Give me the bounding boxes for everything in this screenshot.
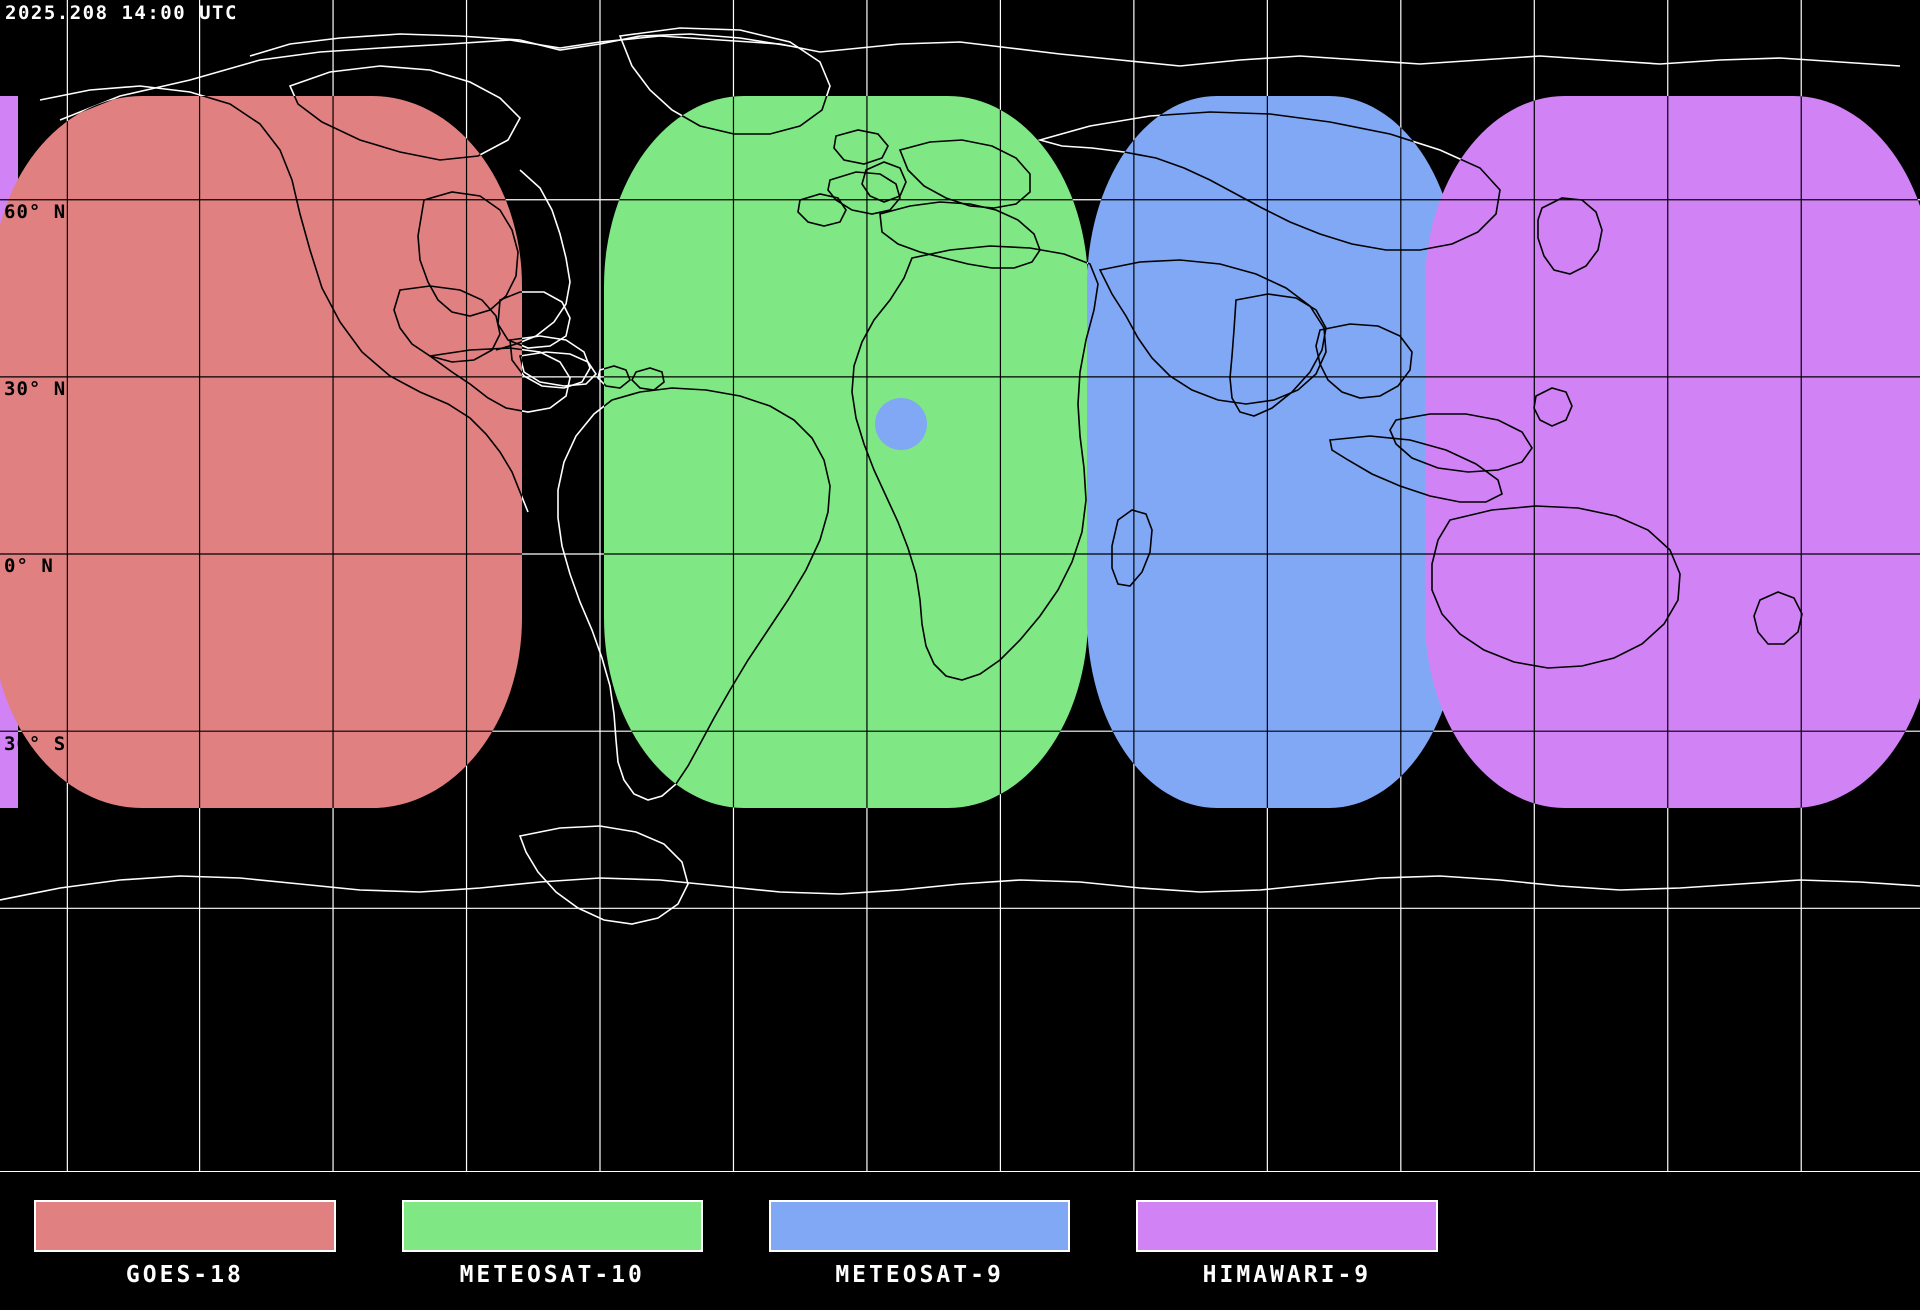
coastlines-black <box>0 96 1920 808</box>
legend-label-goes-18: GOES-18 <box>125 1262 244 1288</box>
map-clip-region: 60° N 30° N 0° N 30° S 60° S <box>0 0 1920 1172</box>
timestamp-label: 2025.208 14:00 UTC <box>5 2 238 24</box>
legend-label-meteosat-10: METEOSAT-10 <box>459 1262 645 1288</box>
latitude-label-0: 60° N <box>4 201 67 224</box>
latitude-label-3: 30° S <box>4 732 67 755</box>
legend-swatch-himawari-9 <box>1136 1200 1438 1252</box>
gridlines-black <box>66 96 1802 808</box>
legend: GOES-18 METEOSAT-10 METEOSAT-9 HIMAWARI-9 <box>0 1200 1920 1310</box>
latitude-label-1: 30° N <box>4 378 67 401</box>
legend-swatch-meteosat-10 <box>401 1200 703 1252</box>
legend-swatch-meteosat-9 <box>768 1200 1071 1252</box>
legend-item-meteosat-9[interactable]: METEOSAT-9 <box>768 1200 1071 1288</box>
legend-label-himawari-9: HIMAWARI-9 <box>1202 1262 1372 1288</box>
coverage-goes-18 <box>0 96 522 808</box>
legend-item-himawari-9[interactable]: HIMAWARI-9 <box>1136 1200 1438 1288</box>
latitude-label-2: 0° N <box>4 555 54 578</box>
coverage-meteosat-9 <box>1087 96 1459 808</box>
legend-swatch-goes-18 <box>34 1200 336 1252</box>
legend-item-goes-18[interactable]: GOES-18 <box>34 1200 336 1288</box>
gridlines-white <box>0 0 1920 1172</box>
legend-label-meteosat-9: METEOSAT-9 <box>835 1262 1004 1288</box>
latitude-label-4: 60° S <box>4 909 67 932</box>
coverage-himawari-9 <box>1425 96 1920 808</box>
legend-item-meteosat-10[interactable]: METEOSAT-10 <box>401 1200 703 1288</box>
coastlines-white <box>0 27 1920 925</box>
map-bottom-border <box>0 1171 1920 1172</box>
coastline-layer <box>0 0 1920 1172</box>
coverage-meteosat-9-subsatellite-point <box>875 398 927 450</box>
world-map-panel: 60° N 30° N 0° N 30° S 60° S 2025.208 14:00 … <box>0 0 1920 1172</box>
